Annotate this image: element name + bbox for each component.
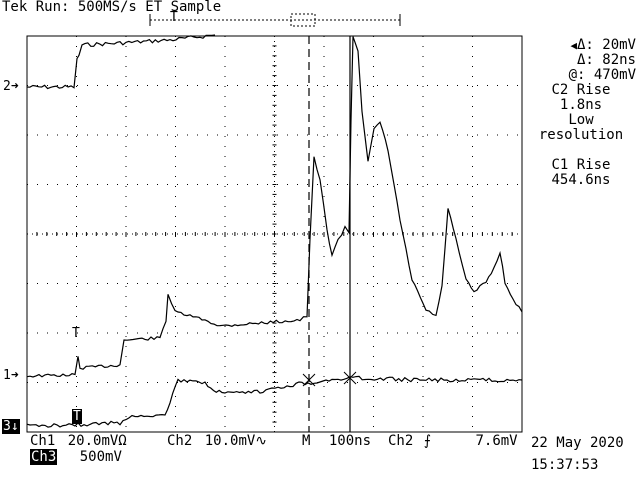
arrow-down-icon: ↓ [10, 419, 19, 434]
cursors [302, 36, 357, 432]
ch3-trace [26, 375, 523, 428]
bracket-window [290, 13, 316, 27]
timebase-value: 100ns [328, 433, 372, 449]
ch1-scale: 20.0mVΩ [67, 433, 127, 449]
c2-rise-value: 1.8ns [559, 97, 603, 113]
arrow-right-icon: ➜ [10, 79, 19, 94]
trigger-source: Ch2 [388, 433, 414, 449]
c2-note-low: Low [568, 112, 594, 128]
trigger-marker-ch1: T [72, 326, 80, 341]
c1-rise-value: 454.6ns [551, 172, 611, 188]
cursor-delta-v: ◀Δ: 20mV [570, 37, 636, 53]
ch1-trace [26, 36, 523, 378]
rising-edge-icon: ⨍ [423, 433, 432, 449]
arrow-left-icon: ◀ [570, 39, 577, 52]
ground-marker-label: 2 [3, 79, 11, 94]
trigger-setting[interactable]: Ch2 ⨍ 7.6mV [388, 433, 518, 449]
c1-rise-label: C1 Rise [551, 157, 611, 173]
ch3-scale: 500mV [79, 449, 122, 465]
ch2-setting[interactable]: Ch2 10.0mV∿ [167, 433, 267, 449]
ch1-label: Ch1 [30, 433, 56, 449]
ground-marker-ch2[interactable]: 2➜ [3, 79, 19, 94]
ground-marker-label: 3↓ [2, 419, 20, 434]
ch2-trace [26, 34, 216, 90]
ch2-scale: 10.0mV∿ [204, 433, 268, 449]
ground-marker-label: 1 [3, 368, 11, 383]
cursor-delta-t: Δ: 82ns [576, 52, 636, 68]
ch2-label: Ch2 [167, 433, 193, 449]
ch3-label: Ch3 [30, 449, 58, 465]
date-display: 22 May 2020 [531, 435, 624, 451]
timebase-label: M [302, 433, 311, 449]
acquisition-status: Tek Run: 500MS/s ET Sample [2, 0, 222, 15]
cursor-crossing-marker [302, 373, 316, 387]
cursor-at-v: @: 470mV [568, 67, 636, 83]
cursor-crossing-marker [343, 371, 357, 385]
arrow-right-icon: ➜ [10, 368, 19, 383]
ch1-setting[interactable]: Ch1 20.0mVΩ [30, 433, 127, 449]
graticule [26, 13, 523, 433]
trigger-position-marker[interactable]: T [170, 10, 178, 25]
timebase-setting[interactable]: M 100ns [302, 433, 371, 449]
ground-marker-ch3[interactable]: 3↓ [2, 419, 20, 434]
traces [26, 34, 523, 428]
measurement-readout: ◀Δ: 20mV Δ: 82ns @: 470mV C2 Rise 1.8ns … [526, 38, 636, 188]
record-length-bracket [149, 13, 401, 27]
trigger-level: 7.6mV [475, 433, 518, 449]
c2-note-resolution: resolution [538, 127, 624, 143]
time-display: 15:37:53 [531, 457, 599, 473]
trigger-marker-ch3: T [72, 409, 82, 424]
ground-marker-ch1[interactable]: 1➜ [3, 368, 19, 383]
c2-rise-label: C2 Rise [551, 82, 611, 98]
ch3-setting[interactable]: Ch3 500mV [30, 449, 122, 465]
